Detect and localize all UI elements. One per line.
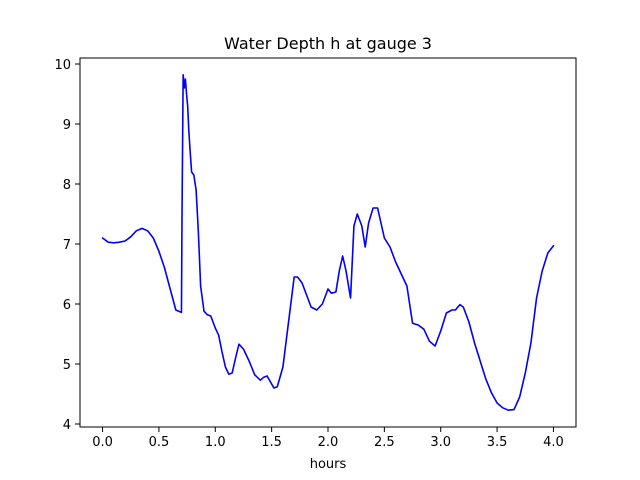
x-tick-label: 3.0 xyxy=(430,435,451,450)
x-tick-label: 1.0 xyxy=(205,435,226,450)
y-tick-label: 9 xyxy=(63,118,71,133)
y-tick-label: 5 xyxy=(63,358,71,373)
x-axis-label: hours xyxy=(310,457,347,472)
y-tick-label: 8 xyxy=(63,178,71,193)
x-tick-label: 4.0 xyxy=(543,435,564,450)
x-tick-label: 2.0 xyxy=(318,435,339,450)
y-tick-label: 10 xyxy=(54,58,71,73)
plot-frame xyxy=(79,57,577,428)
y-tick-label: 4 xyxy=(63,418,71,433)
series-line xyxy=(101,74,555,411)
x-tick-label: 2.5 xyxy=(374,435,395,450)
y-axis: 4 5 6 7 8 9 10 xyxy=(54,58,80,433)
x-tick-label: 3.5 xyxy=(487,435,508,450)
x-tick-label: 1.5 xyxy=(261,435,282,450)
y-tick-label: 6 xyxy=(63,298,71,313)
x-tick-label: 0.5 xyxy=(149,435,170,450)
x-tick-label: 0.0 xyxy=(92,435,113,450)
chart-title: Water Depth h at gauge 3 xyxy=(224,34,432,53)
y-tick-label: 7 xyxy=(63,238,71,253)
x-axis: 0.0 0.5 1.0 1.5 2.0 2.5 3.0 3.5 4.0 xyxy=(92,427,564,450)
